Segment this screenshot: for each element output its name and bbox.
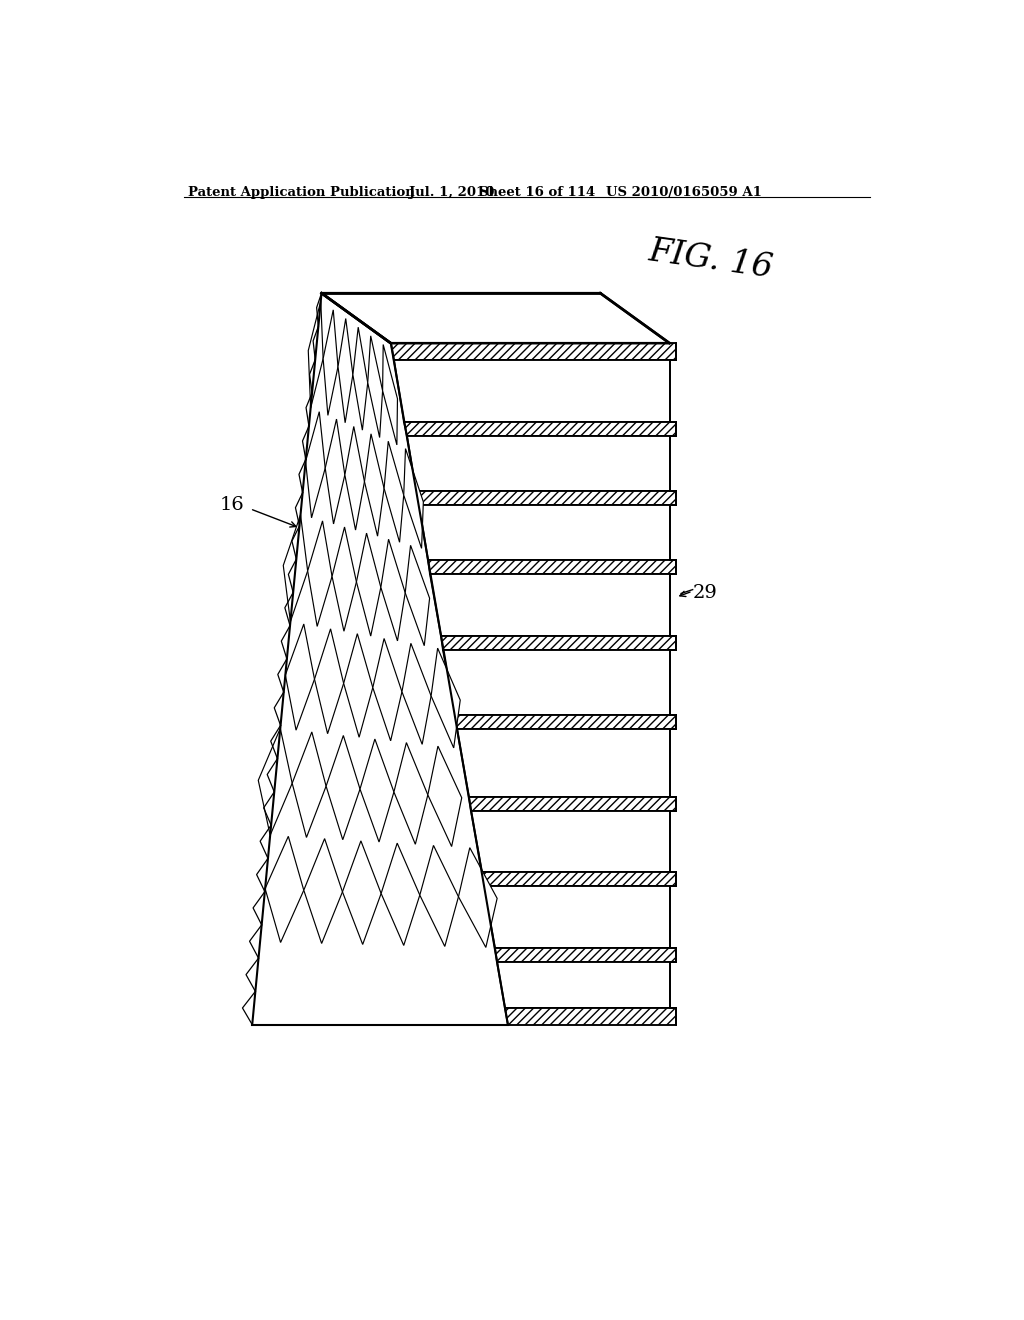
- Text: 29: 29: [692, 585, 718, 602]
- Polygon shape: [457, 729, 670, 797]
- Polygon shape: [265, 837, 304, 942]
- Polygon shape: [469, 797, 676, 810]
- Polygon shape: [373, 639, 402, 741]
- Polygon shape: [505, 1007, 676, 1024]
- Polygon shape: [258, 729, 292, 836]
- Polygon shape: [345, 426, 365, 531]
- Polygon shape: [338, 318, 353, 422]
- Polygon shape: [471, 810, 670, 873]
- Polygon shape: [344, 634, 373, 738]
- Polygon shape: [381, 843, 420, 945]
- Text: Sheet 16 of 114: Sheet 16 of 114: [478, 186, 595, 199]
- Polygon shape: [326, 418, 345, 524]
- Polygon shape: [332, 527, 356, 631]
- Polygon shape: [305, 412, 326, 517]
- Polygon shape: [430, 574, 670, 636]
- Text: Jul. 1, 2010: Jul. 1, 2010: [410, 186, 495, 199]
- Polygon shape: [495, 948, 676, 961]
- Polygon shape: [416, 491, 676, 506]
- Polygon shape: [407, 436, 670, 491]
- Polygon shape: [286, 624, 314, 730]
- Polygon shape: [381, 539, 406, 642]
- Text: Patent Application Publication: Patent Application Publication: [188, 186, 415, 199]
- Polygon shape: [404, 422, 676, 436]
- Polygon shape: [356, 533, 381, 636]
- Polygon shape: [394, 743, 428, 845]
- Text: US 2010/0165059 A1: US 2010/0165059 A1: [606, 186, 762, 199]
- Polygon shape: [384, 441, 403, 543]
- Polygon shape: [484, 886, 670, 948]
- Polygon shape: [455, 715, 676, 729]
- Polygon shape: [353, 327, 368, 430]
- Polygon shape: [428, 561, 676, 574]
- Polygon shape: [383, 345, 397, 445]
- Polygon shape: [497, 961, 670, 1007]
- Polygon shape: [481, 873, 676, 886]
- Polygon shape: [308, 301, 324, 408]
- Polygon shape: [304, 838, 342, 944]
- Polygon shape: [322, 293, 670, 343]
- Polygon shape: [365, 434, 384, 536]
- Text: 16: 16: [220, 496, 245, 513]
- Polygon shape: [391, 343, 676, 360]
- Polygon shape: [342, 841, 381, 945]
- Polygon shape: [368, 335, 383, 437]
- Polygon shape: [394, 360, 670, 422]
- Polygon shape: [292, 731, 326, 837]
- Polygon shape: [403, 449, 423, 548]
- Polygon shape: [284, 515, 307, 622]
- Polygon shape: [326, 735, 360, 840]
- Text: FIG. 16: FIG. 16: [646, 235, 775, 285]
- Polygon shape: [431, 648, 460, 748]
- Polygon shape: [314, 628, 344, 734]
- Polygon shape: [441, 636, 676, 649]
- Polygon shape: [307, 521, 332, 627]
- Polygon shape: [406, 545, 430, 645]
- Polygon shape: [324, 310, 338, 416]
- Polygon shape: [360, 739, 394, 842]
- Polygon shape: [428, 746, 462, 846]
- Polygon shape: [419, 506, 670, 561]
- Polygon shape: [420, 845, 459, 946]
- Polygon shape: [459, 847, 497, 948]
- Polygon shape: [443, 649, 670, 715]
- Polygon shape: [402, 643, 431, 744]
